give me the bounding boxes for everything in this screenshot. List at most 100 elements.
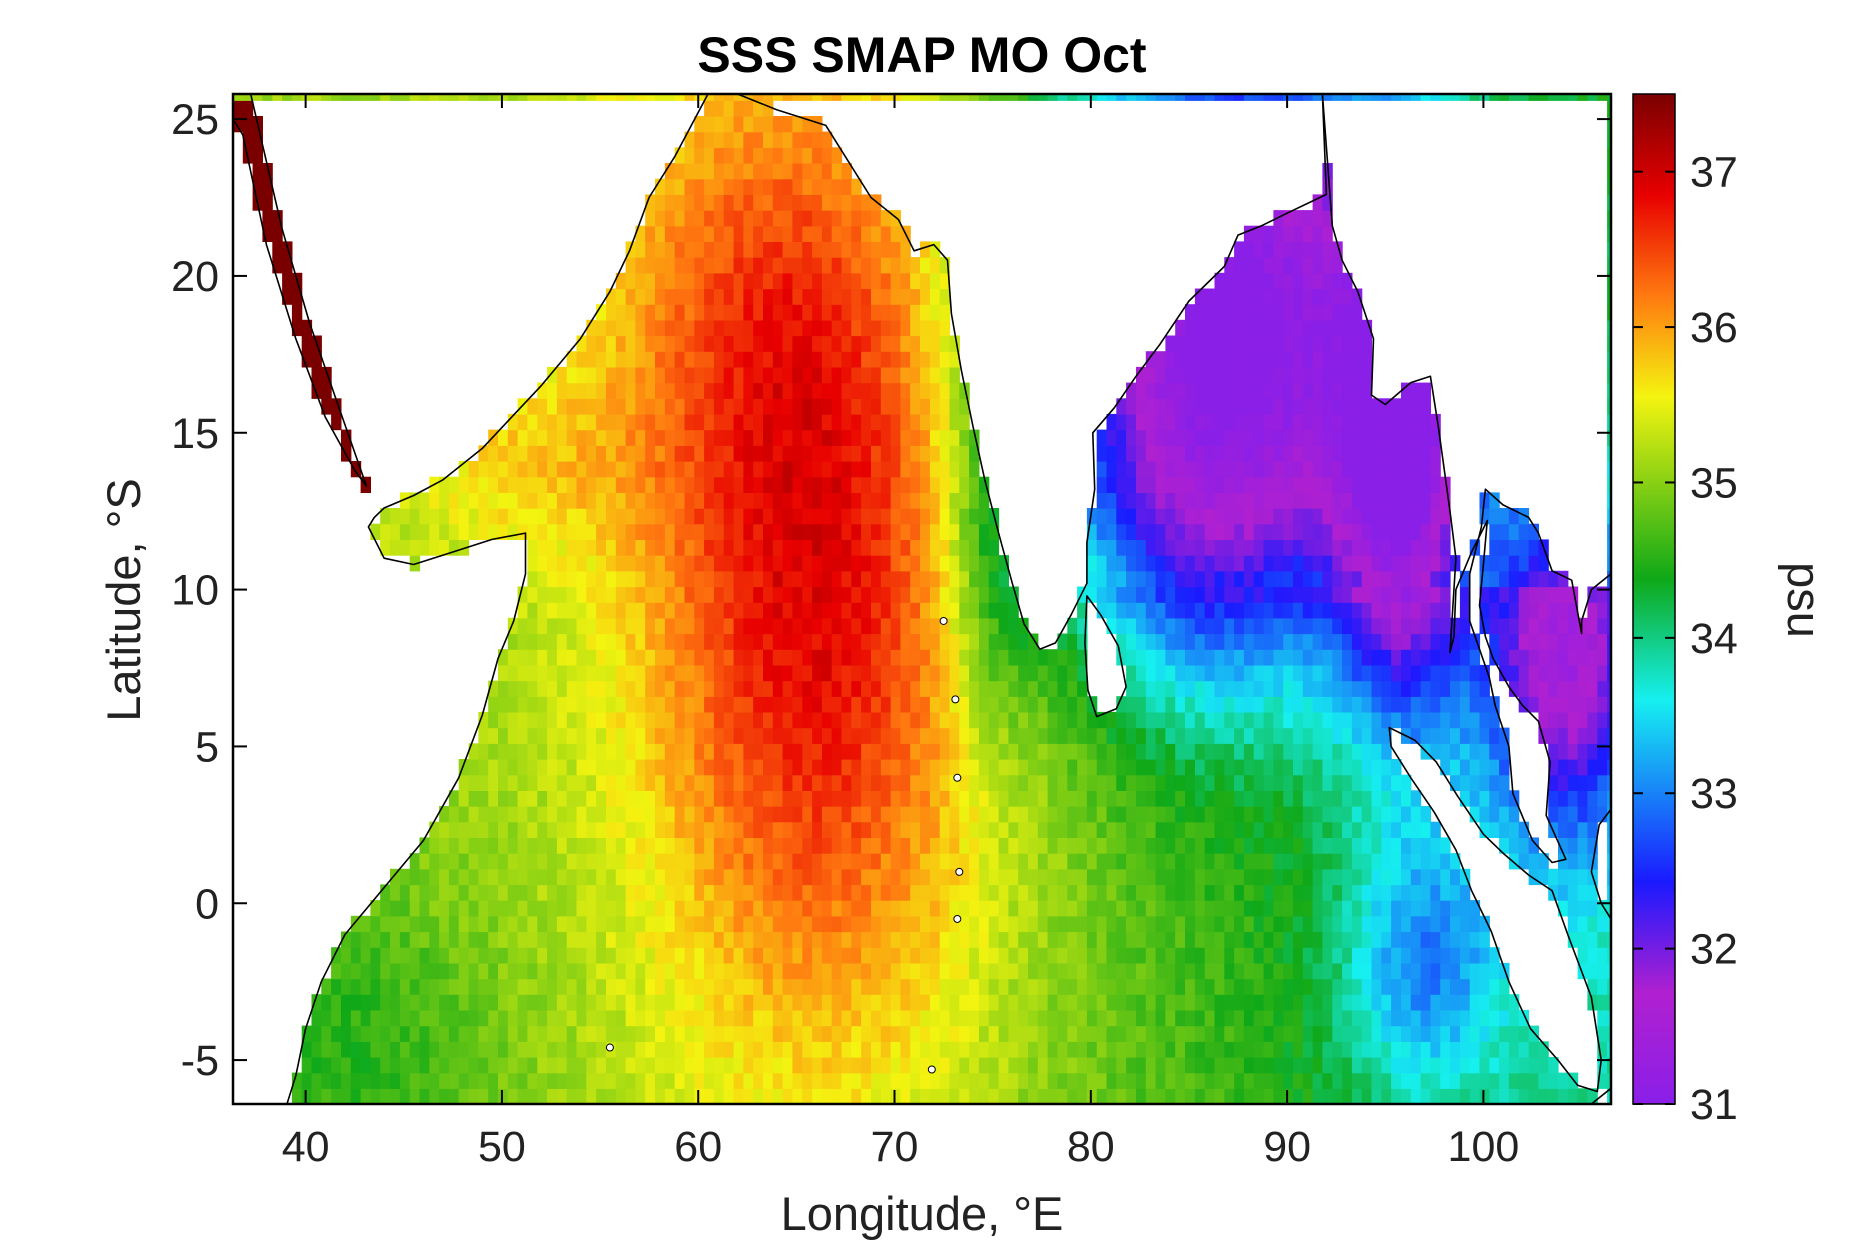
salinity-cell (831, 633, 843, 650)
salinity-cell (635, 570, 646, 588)
salinity-cell (1312, 1041, 1323, 1058)
salinity-cell (566, 1025, 578, 1042)
salinity-cell (1577, 790, 1588, 807)
salinity-cell (1479, 664, 1490, 682)
salinity-cell (1165, 1072, 1176, 1089)
salinity-cell (1469, 978, 1481, 995)
salinity-cell (1086, 1057, 1098, 1074)
salinity-cell (556, 1025, 568, 1042)
salinity-cell (831, 461, 843, 478)
salinity-cell (1194, 884, 1206, 901)
salinity-cell (743, 711, 754, 729)
salinity-cell (1381, 664, 1392, 682)
salinity-cell (1194, 680, 1206, 697)
salinity-cell (566, 1057, 578, 1074)
salinity-cell (321, 994, 332, 1011)
salinity-cell (1489, 523, 1500, 540)
salinity-cell (380, 1041, 391, 1058)
salinity-cell (763, 759, 774, 776)
salinity-cell (1008, 915, 1019, 933)
salinity-cell (998, 711, 1009, 729)
salinity-cell (782, 790, 793, 807)
salinity-cell (1175, 664, 1186, 682)
salinity-cell (782, 711, 793, 729)
salinity-cell (1145, 743, 1157, 760)
salinity-cell (1214, 1041, 1225, 1058)
salinity-cell (978, 555, 990, 572)
salinity-cell (1293, 1057, 1304, 1074)
salinity-cell (978, 978, 990, 995)
salinity-cell (1607, 774, 1611, 791)
salinity-cell (1391, 790, 1402, 807)
salinity-cell (831, 1041, 843, 1058)
salinity-cell (920, 649, 931, 666)
salinity-cell (1126, 978, 1137, 995)
salinity-cell (321, 382, 332, 399)
salinity-cell (1273, 1025, 1284, 1042)
salinity-cell (900, 1009, 911, 1027)
salinity-cell (1028, 806, 1039, 823)
salinity-cell (802, 727, 813, 744)
salinity-cell (429, 962, 440, 980)
salinity-cell (1028, 884, 1039, 901)
salinity-cell (1037, 1088, 1049, 1104)
salinity-cell (988, 962, 1000, 980)
salinity-cell (586, 523, 597, 540)
salinity-cell (1116, 962, 1127, 980)
salinity-cell (1273, 633, 1284, 650)
salinity-cell (350, 1072, 362, 1089)
salinity-cell (1028, 1009, 1039, 1027)
salinity-cell (1332, 743, 1343, 760)
salinity-cell (556, 570, 568, 588)
salinity-cell (733, 774, 744, 791)
salinity-cell (939, 680, 951, 697)
salinity-cell (1106, 759, 1117, 776)
salinity-cell (1155, 1009, 1166, 1027)
salinity-cell (812, 445, 823, 462)
salinity-cell (1047, 1072, 1058, 1089)
salinity-cell (645, 633, 656, 650)
salinity-cell (1165, 884, 1176, 901)
salinity-cell (1155, 727, 1166, 744)
salinity-cell (566, 978, 578, 995)
salinity-cell (1587, 962, 1598, 980)
salinity-cell (871, 1025, 882, 1042)
salinity-cell (1351, 1009, 1363, 1027)
salinity-cell (1096, 602, 1108, 619)
salinity-cell (1293, 555, 1304, 572)
salinity-cell (1469, 790, 1481, 807)
salinity-cell (1263, 1088, 1274, 1104)
salinity-cell (1332, 398, 1343, 415)
salinity-cell (1214, 915, 1225, 933)
salinity-cell (596, 915, 607, 933)
salinity-cell (615, 492, 627, 509)
salinity-cell (772, 617, 784, 635)
salinity-cell (655, 978, 666, 995)
salinity-cell (1194, 931, 1206, 948)
salinity-cell (674, 978, 686, 995)
salinity-cell (1302, 617, 1314, 635)
salinity-cell (458, 931, 470, 948)
salinity-cell (910, 806, 921, 823)
salinity-cell (1126, 1057, 1137, 1074)
salinity-cell (1057, 633, 1068, 650)
salinity-cell (1253, 853, 1265, 870)
salinity-cell (1597, 586, 1608, 603)
salinity-cell (645, 947, 656, 964)
salinity-cell (939, 398, 951, 415)
salinity-cell (1224, 445, 1235, 462)
salinity-cell (880, 429, 892, 446)
salinity-cell (782, 837, 793, 854)
salinity-cell (498, 821, 509, 838)
salinity-cell (1234, 602, 1245, 619)
salinity-cell (1175, 962, 1186, 980)
salinity-cell (1155, 711, 1166, 729)
salinity-cell (929, 931, 941, 948)
salinity-cell (920, 853, 931, 870)
salinity-cell (1459, 774, 1471, 791)
salinity-cell (841, 1057, 852, 1074)
salinity-cell (1253, 743, 1265, 760)
salinity-cell (880, 633, 892, 650)
salinity-cell (458, 1072, 470, 1089)
salinity-cell (1332, 1041, 1343, 1058)
